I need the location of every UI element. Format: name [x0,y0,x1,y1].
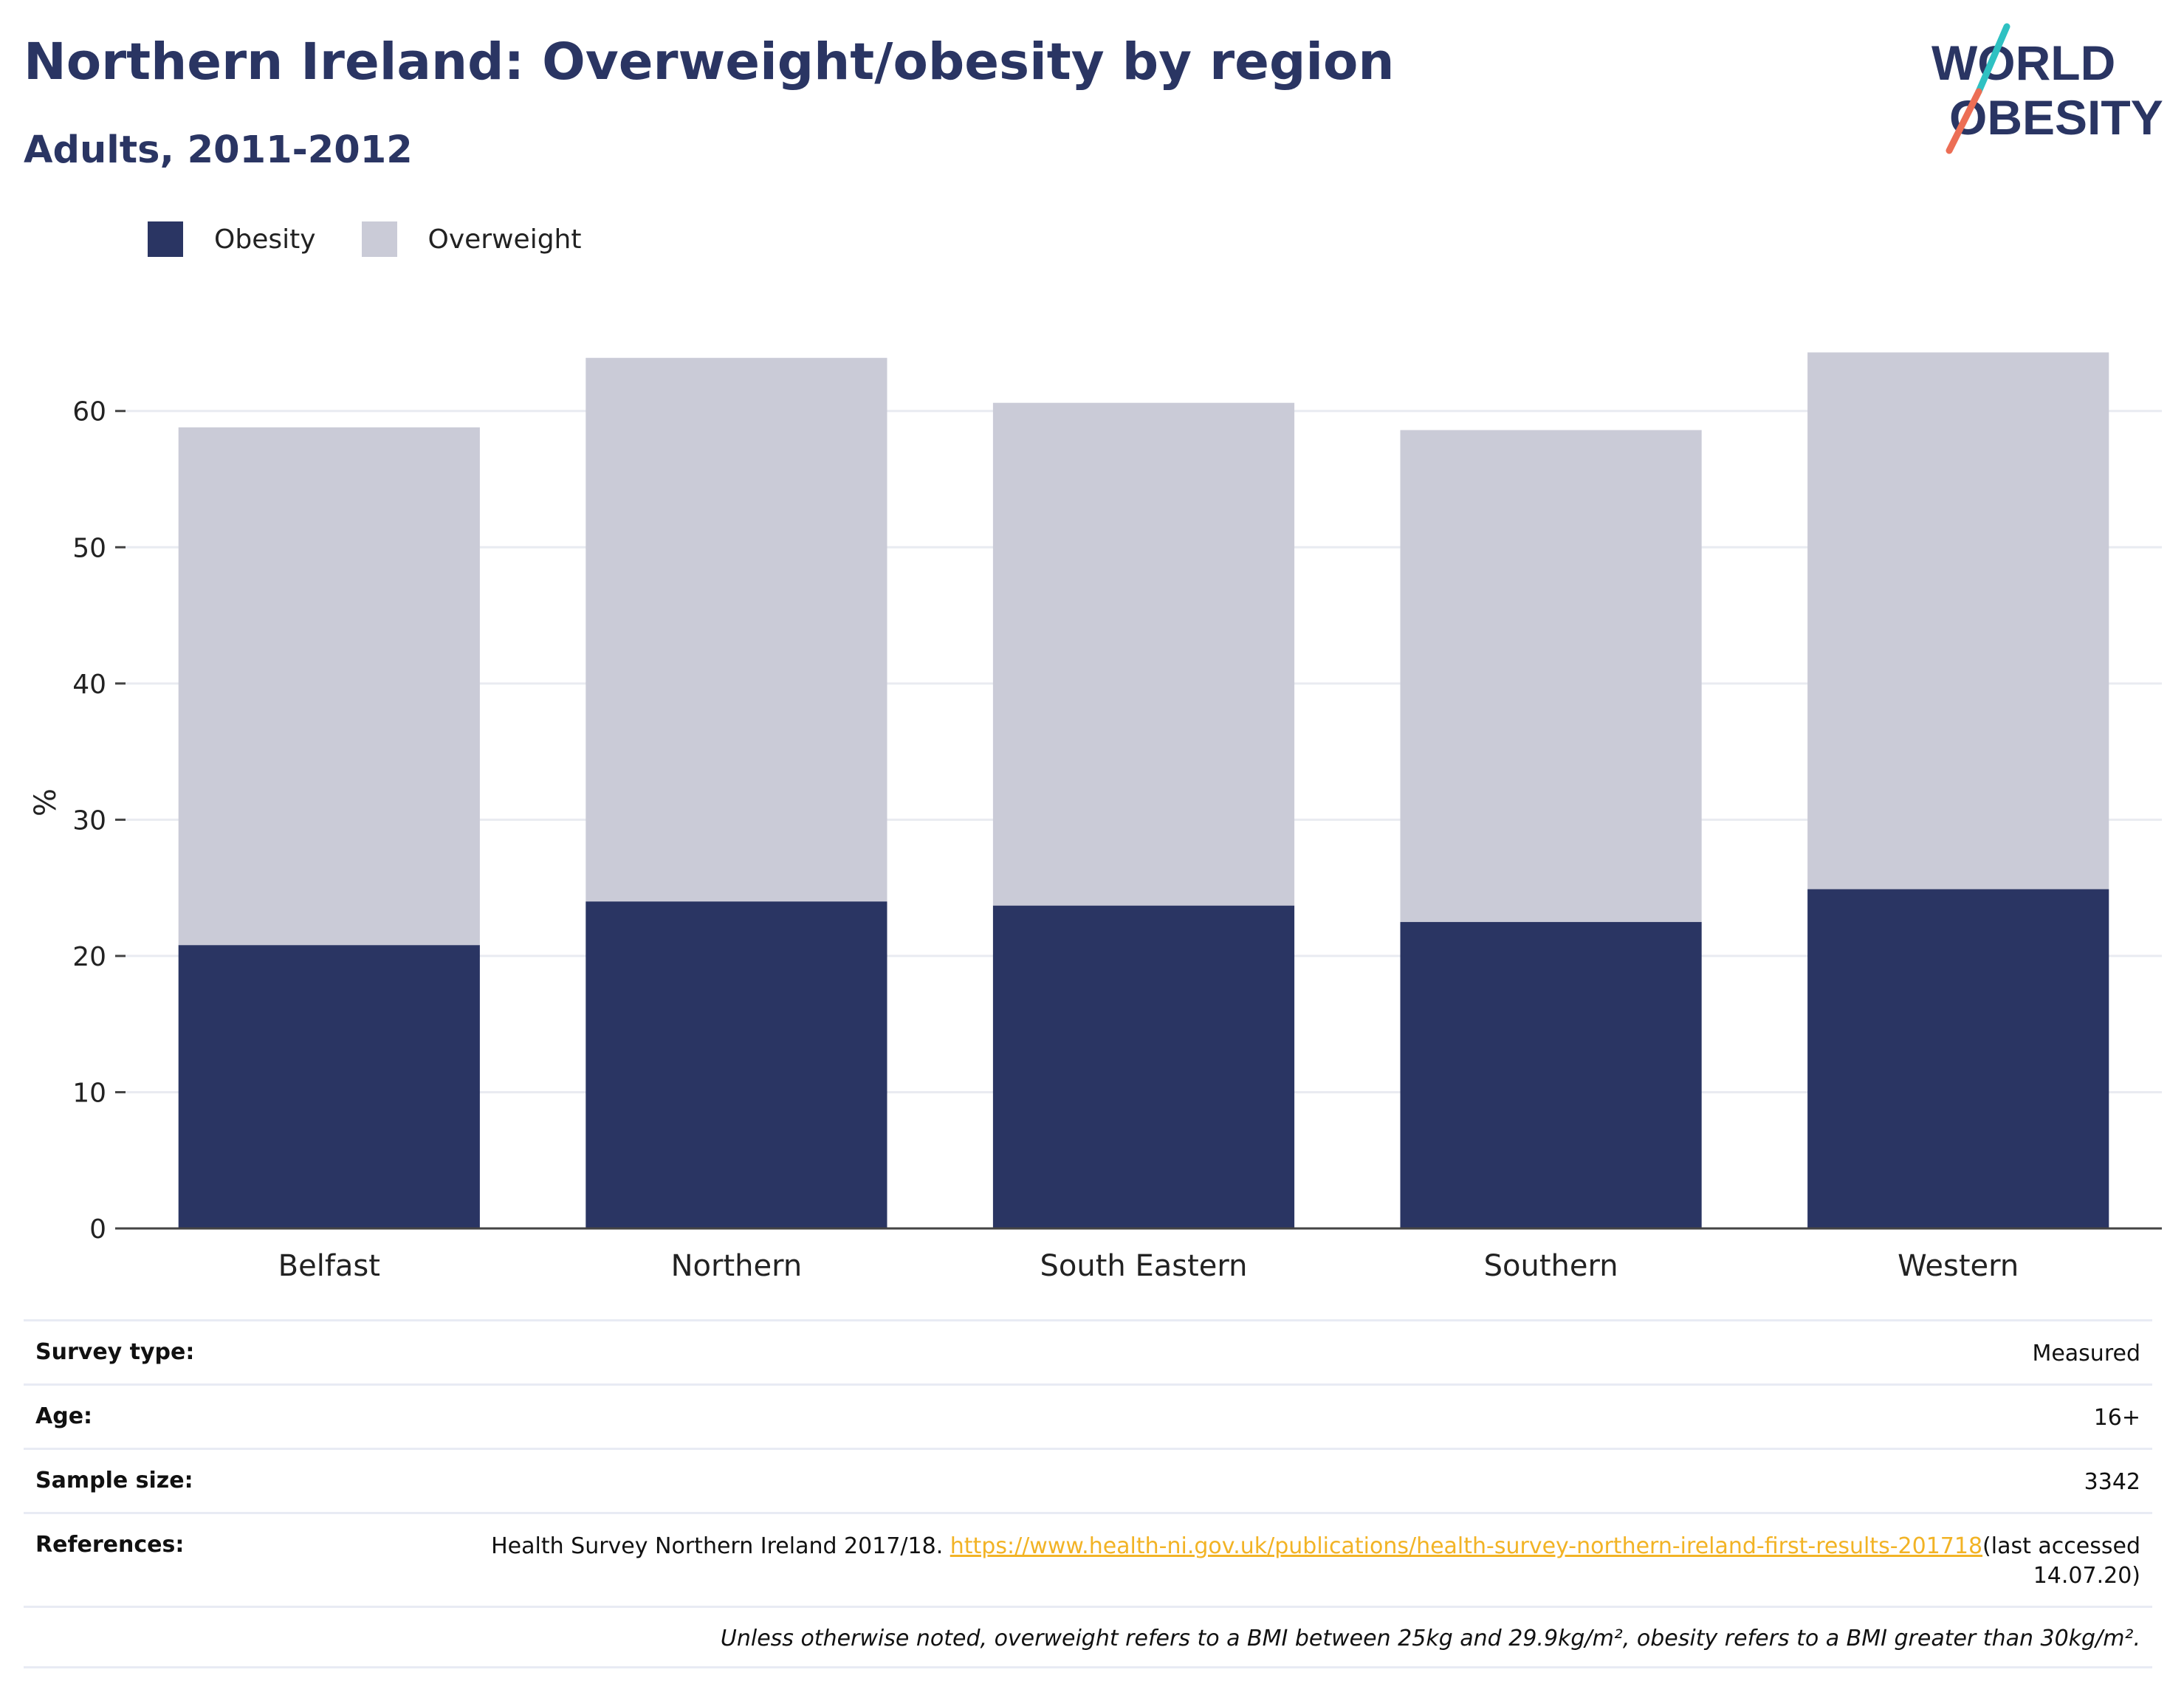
y-tick-label: 30 [72,805,106,836]
x-tick-label: South Eastern [1040,1249,1248,1283]
reference-text: Health Survey Northern Ireland 2017/18. [491,1533,950,1559]
y-tick-label: 10 [72,1078,106,1108]
x-tick-label: Northern [671,1249,803,1283]
y-tick-label: 40 [72,670,106,700]
bar-overweight-belfast [178,427,480,946]
bar-overweight-south-eastern [992,402,1295,906]
references-value: Health Survey Northern Ireland 2017/18. … [442,1532,2140,1591]
chart-title: Northern Ireland: Overweight/obesity by … [24,32,1395,92]
info-row-sample-size: Sample size: 3342 [24,1448,2152,1512]
svg-text:WORLD: WORLD [1931,35,2115,90]
bar-obesity-belfast [178,945,480,1228]
y-tick-label: 60 [72,397,106,427]
sample-size-value: 3342 [2084,1469,2140,1495]
legend-label-overweight: Overweight [427,224,582,255]
world-obesity-logo: WORLD OBESITY [1931,23,2163,154]
reference-accessed: (last accessed 14.07.20) [1982,1533,2140,1589]
survey-type-value: Measured [2032,1341,2140,1366]
bar-obesity-western [1807,889,2109,1228]
bar-overweight-southern [1400,430,1702,922]
y-tick-label: 0 [89,1214,106,1245]
legend-item-obesity[interactable]: Obesity [148,221,316,257]
survey-type-label: Survey type: [35,1339,195,1365]
x-tick-label: Belfast [278,1249,380,1283]
svg-text:OBESITY: OBESITY [1949,90,2163,145]
bar-chart: 0 10 20 30 40 50 60% Belfast Northern South Easte… [29,352,2162,1283]
sample-size-label: Sample size: [35,1468,193,1493]
legend-swatch-overweight [361,221,397,257]
info-row-note: Unless otherwise noted, overweight refer… [24,1606,2152,1668]
x-tick-label: Western [1898,1249,2019,1283]
info-row-references: References: Health Survey Northern Irela… [24,1512,2152,1606]
info-row-age: Age: 16+ [24,1383,2152,1448]
reference-link[interactable]: https://www.health-ni.gov.uk/publication… [950,1533,1983,1559]
bar-overweight-western [1807,352,2109,890]
references-label: References: [35,1532,185,1558]
info-row-survey-type: Survey type: Measured [24,1319,2152,1383]
y-axis-label: % [29,788,63,816]
legend-swatch-obesity [148,221,183,257]
bar-obesity-northern [586,901,887,1228]
bar-overweight-northern [586,357,887,902]
age-value: 16+ [2093,1405,2140,1431]
age-label: Age: [35,1403,93,1429]
x-tick-label: Southern [1484,1249,1618,1283]
bar-obesity-southern [1400,921,1702,1228]
legend-label-obesity: Obesity [214,224,316,255]
survey-info-table: Survey type: Measured Age: 16+ Sample si… [24,1319,2152,1668]
chart-subtitle: Adults, 2011-2012 [24,128,413,172]
legend: Obesity Overweight [148,220,627,258]
y-tick-label: 20 [72,942,106,972]
bar-obesity-south-eastern [992,905,1295,1228]
bmi-definition-note: Unless otherwise noted, overweight refer… [720,1626,2140,1651]
legend-item-overweight[interactable]: Overweight [361,221,582,257]
y-tick-label: 50 [72,533,106,563]
